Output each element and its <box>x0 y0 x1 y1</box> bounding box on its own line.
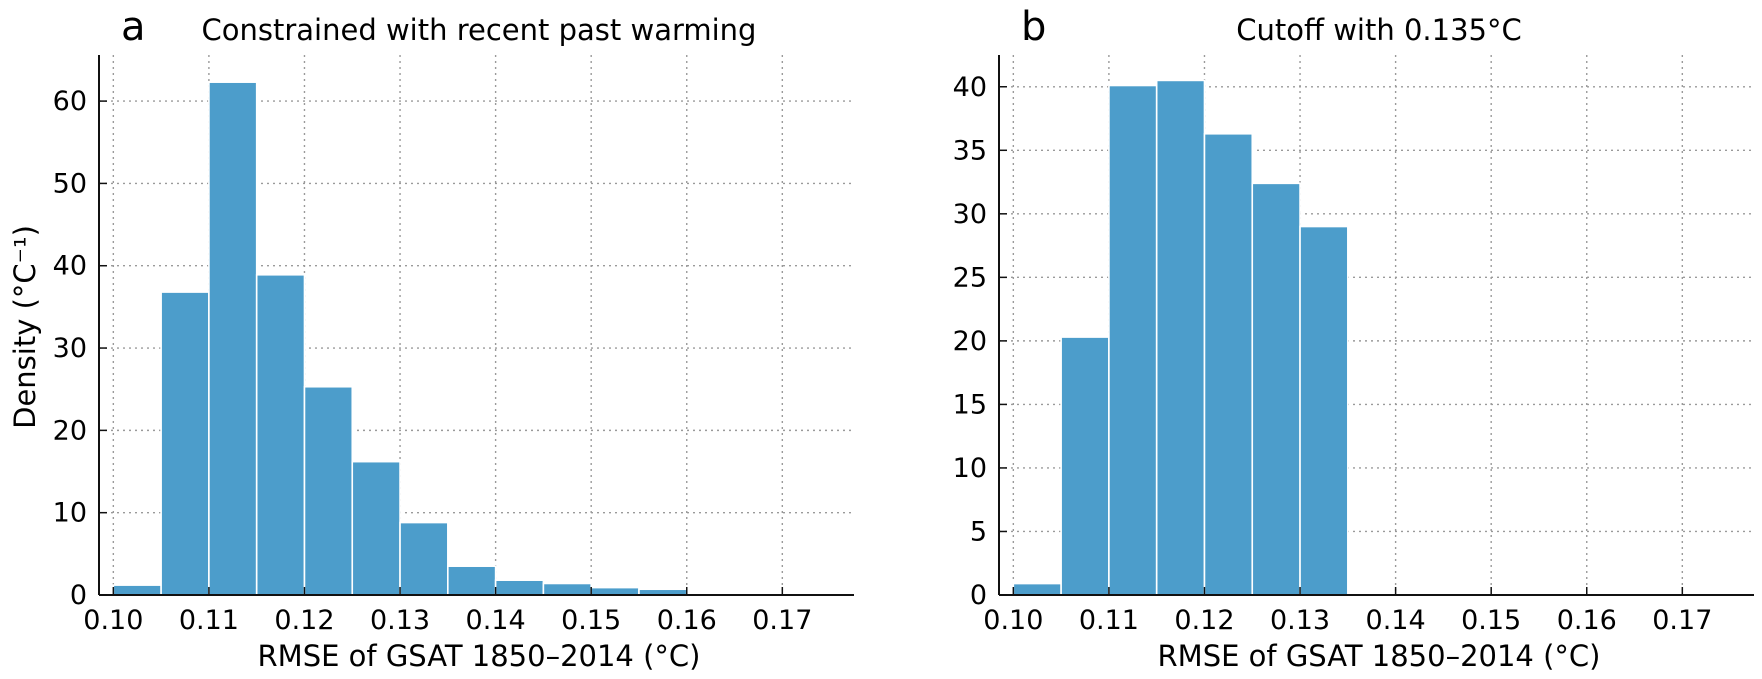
histogram-bar <box>399 521 449 596</box>
histogram-panel-b: 0.10 0.11 0.12 0.13 0.14 0.15 0.16 0.17 0 5 10 15 20… <box>953 4 1754 673</box>
y-tick-label: 25 <box>953 262 987 293</box>
histogram-bar <box>542 582 592 596</box>
y-tick-label: 0 <box>970 580 987 611</box>
x-tick-label: 0.10 <box>83 605 143 636</box>
histogram-bar <box>1060 336 1110 596</box>
histogram-bar <box>1251 182 1301 596</box>
histogram-bar <box>303 385 354 596</box>
histogram-bar <box>447 565 497 596</box>
y-tick-label: 20 <box>953 326 987 357</box>
histogram-bar <box>1299 225 1349 596</box>
x-tick-label: 0.12 <box>274 605 334 636</box>
y-tick-label: 20 <box>53 415 87 446</box>
panel-label-b: b <box>1021 4 1046 50</box>
y-tick-label: 50 <box>53 168 87 199</box>
histogram-bar <box>351 460 401 596</box>
axes-a <box>98 55 854 596</box>
y-axis-label-a: Density (°C⁻¹) <box>8 225 42 429</box>
histogram-bar <box>208 81 258 596</box>
x-tick-label: 0.12 <box>1174 605 1234 636</box>
bars-b <box>1012 79 1349 596</box>
y-tick-label: 15 <box>953 389 987 420</box>
y-tick-label: 5 <box>970 516 987 547</box>
x-tick-label: 0.14 <box>1366 605 1426 636</box>
y-tick-label: 10 <box>953 453 987 484</box>
chart-title-a: Constrained with recent past warming <box>202 13 757 47</box>
histogram-bar <box>1203 132 1254 596</box>
ticks-a: 0.10 0.11 0.12 0.13 0.14 0.15 0.16 0.17 0 10 20 30 4… <box>53 86 813 636</box>
y-tick-label: 35 <box>953 135 987 166</box>
y-tick-label: 30 <box>953 199 987 230</box>
x-axis-label-a: RMSE of GSAT 1850–2014 (°C) <box>258 639 701 673</box>
x-tick-label: 0.17 <box>1652 605 1712 636</box>
x-tick-label: 0.14 <box>466 605 526 636</box>
y-tick-label: 40 <box>953 72 987 103</box>
x-tick-label: 0.13 <box>370 605 430 636</box>
histogram-bar <box>590 586 640 596</box>
bars-a <box>112 81 736 596</box>
x-tick-label: 0.11 <box>179 605 239 636</box>
x-tick-label: 0.16 <box>657 605 717 636</box>
x-tick-label: 0.11 <box>1079 605 1139 636</box>
y-tick-label: 30 <box>53 333 87 364</box>
y-tick-label: 10 <box>53 498 87 529</box>
y-tick-label: 0 <box>70 580 87 611</box>
histogram-bar <box>494 579 545 596</box>
axes-b <box>998 55 1754 596</box>
histogram-panel-a: 0.10 0.11 0.12 0.13 0.14 0.15 0.16 0.17 0 10 20 30 4… <box>8 4 854 673</box>
chart-title-b: Cutoff with 0.135°C <box>1236 13 1521 47</box>
x-tick-label: 0.13 <box>1270 605 1330 636</box>
x-tick-label: 0.16 <box>1557 605 1617 636</box>
x-tick-label: 0.10 <box>983 605 1043 636</box>
histogram-bar <box>160 291 210 596</box>
x-tick-label: 0.17 <box>752 605 812 636</box>
histogram-bar <box>1108 84 1158 596</box>
ticks-b: 0.10 0.11 0.12 0.13 0.14 0.15 0.16 0.17 0 5 10 15 20… <box>953 72 1713 636</box>
y-tick-label: 40 <box>53 251 87 282</box>
histogram-bar <box>112 584 162 596</box>
x-axis-label-b: RMSE of GSAT 1850–2014 (°C) <box>1158 639 1601 673</box>
histogram-bar <box>255 273 306 596</box>
x-tick-label: 0.15 <box>561 605 621 636</box>
histogram-bar <box>1155 79 1206 596</box>
panel-label-a: a <box>121 4 146 50</box>
x-tick-label: 0.15 <box>1461 605 1521 636</box>
histogram-bar <box>1012 582 1062 596</box>
y-tick-label: 60 <box>53 86 87 117</box>
